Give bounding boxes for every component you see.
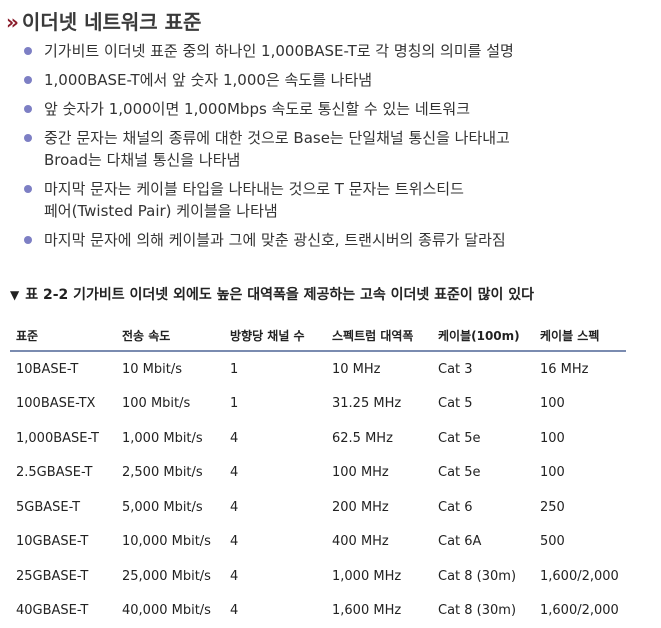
cell-cable-spec: 250	[534, 490, 626, 525]
cell-bandwidth: 31.25 MHz	[326, 387, 432, 422]
table-caption: ▼ 표 2-2 기가비트 이더넷 외에도 높은 대역폭을 제공하는 고속 이더넷 …	[10, 284, 642, 310]
bullet-list: 기가비트 이더넷 표준 중의 하나인 1,000BASE-T로 각 명칭의 의미…	[22, 40, 652, 258]
bullet-text: 마지막 문자는 케이블 타입을 나타내는 것으로 T 문자는 트위스티드 페어(…	[44, 180, 464, 220]
bullet-item: 기가비트 이더넷 표준 중의 하나인 1,000BASE-T로 각 명칭의 의미…	[22, 40, 652, 62]
cell-standard: 25GBASE-T	[10, 559, 116, 594]
cell-channels: 4	[224, 559, 326, 594]
cell-cable-spec: 100	[534, 421, 626, 456]
bullet-text: 마지막 문자에 의해 케이블과 그에 맞춘 광신호, 트랜시버의 종류가 달라짐	[44, 231, 506, 249]
bullet-dot-icon	[24, 134, 32, 142]
cell-channels: 4	[224, 456, 326, 491]
cell-speed: 40,000 Mbit/s	[116, 594, 224, 628]
cell-cable: Cat 8 (30m)	[432, 594, 534, 628]
cell-cable: Cat 5e	[432, 421, 534, 456]
cell-cable: Cat 3	[432, 351, 534, 387]
bullet-item: 중간 문자는 채널의 종류에 대한 것으로 Base는 단일채널 통신을 나타내…	[22, 127, 652, 171]
double-chevron-icon: »	[6, 10, 16, 34]
bullet-dot-icon	[24, 105, 32, 113]
cell-cable-spec: 100	[534, 387, 626, 422]
cell-speed: 10 Mbit/s	[116, 351, 224, 387]
bullet-text: 기가비트 이더넷 표준 중의 하나인 1,000BASE-T로 각 명칭의 의미…	[44, 42, 514, 60]
bullet-dot-icon	[24, 47, 32, 55]
bullet-text: 1,000BASE-T에서 앞 숫자 1,000은 속도를 나타냄	[44, 71, 372, 89]
bullet-dot-icon	[24, 185, 32, 193]
cell-bandwidth: 62.5 MHz	[326, 421, 432, 456]
cell-channels: 1	[224, 387, 326, 422]
cell-channels: 4	[224, 421, 326, 456]
cell-cable-spec: 16 MHz	[534, 351, 626, 387]
cell-bandwidth: 1,000 MHz	[326, 559, 432, 594]
column-header-cable-spec: 케이블 스펙	[534, 320, 626, 351]
cell-cable: Cat 5e	[432, 456, 534, 491]
cell-bandwidth: 1,600 MHz	[326, 594, 432, 628]
cell-bandwidth: 200 MHz	[326, 490, 432, 525]
cell-standard: 5GBASE-T	[10, 490, 116, 525]
column-header-speed: 전송 속도	[116, 320, 224, 351]
cell-standard: 1,000BASE-T	[10, 421, 116, 456]
cell-speed: 100 Mbit/s	[116, 387, 224, 422]
cell-standard: 10BASE-T	[10, 351, 116, 387]
cell-channels: 4	[224, 525, 326, 560]
cell-cable: Cat 6	[432, 490, 534, 525]
cell-bandwidth: 100 MHz	[326, 456, 432, 491]
bullet-dot-icon	[24, 76, 32, 84]
cell-cable: Cat 8 (30m)	[432, 559, 534, 594]
cell-speed: 1,000 Mbit/s	[116, 421, 224, 456]
column-header-standard: 표준	[10, 320, 116, 351]
cell-standard: 40GBASE-T	[10, 594, 116, 628]
bullet-text: 중간 문자는 채널의 종류에 대한 것으로 Base는 단일채널 통신을 나타내…	[44, 129, 510, 169]
section-title: »이더넷 네트워크 표준	[6, 6, 201, 35]
cell-bandwidth: 10 MHz	[326, 351, 432, 387]
bullet-item: 앞 숫자가 1,000이면 1,000Mbps 속도로 통신할 수 있는 네트워…	[22, 98, 652, 120]
cell-standard: 10GBASE-T	[10, 525, 116, 560]
bullet-item: 마지막 문자에 의해 케이블과 그에 맞춘 광신호, 트랜시버의 종류가 달라짐	[22, 229, 652, 251]
cell-channels: 4	[224, 490, 326, 525]
cell-standard: 100BASE-TX	[10, 387, 116, 422]
section-title-text: 이더넷 네트워크 표준	[22, 10, 202, 34]
cell-bandwidth: 400 MHz	[326, 525, 432, 560]
bullet-text: 앞 숫자가 1,000이면 1,000Mbps 속도로 통신할 수 있는 네트워…	[44, 100, 470, 118]
ethernet-standards-table: 표준 전송 속도 방향당 채널 수 스펙트럼 대역폭 케이블(100m) 케이블…	[10, 320, 626, 628]
column-header-bandwidth: 스펙트럼 대역폭	[326, 320, 432, 351]
triangle-down-icon: ▼	[10, 284, 19, 306]
cell-cable: Cat 6A	[432, 525, 534, 560]
cell-speed: 25,000 Mbit/s	[116, 559, 224, 594]
cell-cable-spec: 1,600/2,000	[534, 559, 626, 594]
table-caption-text: 표 2-2 기가비트 이더넷 외에도 높은 대역폭을 제공하는 고속 이더넷 표…	[25, 287, 534, 303]
column-header-channels: 방향당 채널 수	[224, 320, 326, 351]
bullet-dot-icon	[24, 236, 32, 244]
cell-speed: 2,500 Mbit/s	[116, 456, 224, 491]
table-header-row: 표준 전송 속도 방향당 채널 수 스펙트럼 대역폭 케이블(100m) 케이블…	[10, 320, 626, 351]
cell-cable-spec: 1,600/2,000	[534, 594, 626, 628]
cell-cable-spec: 500	[534, 525, 626, 560]
cell-speed: 5,000 Mbit/s	[116, 490, 224, 525]
cell-cable-spec: 100	[534, 456, 626, 491]
bullet-item: 마지막 문자는 케이블 타입을 나타내는 것으로 T 문자는 트위스티드 페어(…	[22, 178, 652, 222]
bullet-item: 1,000BASE-T에서 앞 숫자 1,000은 속도를 나타냄	[22, 69, 652, 91]
cell-speed: 10,000 Mbit/s	[116, 525, 224, 560]
cell-channels: 1	[224, 351, 326, 387]
cell-standard: 2.5GBASE-T	[10, 456, 116, 491]
cell-channels: 4	[224, 594, 326, 628]
column-header-cable: 케이블(100m)	[432, 320, 534, 351]
cell-cable: Cat 5	[432, 387, 534, 422]
